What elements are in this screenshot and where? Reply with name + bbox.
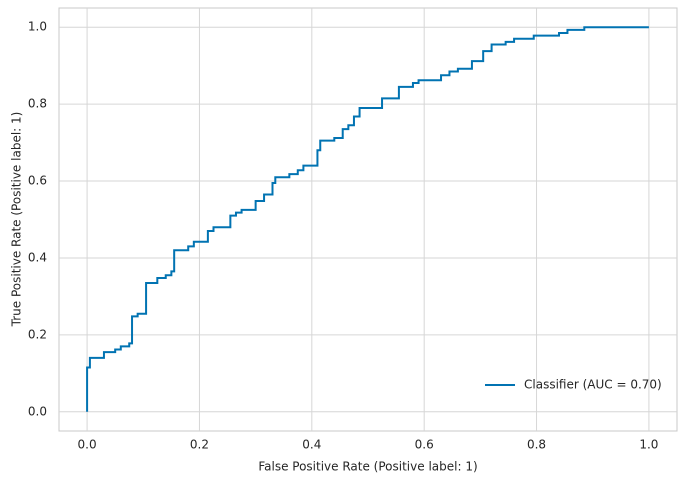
x-tick-label: 1.0 — [639, 438, 658, 452]
y-tick-label: 0.4 — [28, 250, 47, 264]
roc-curve — [86, 26, 649, 412]
y-tick-label: 0.6 — [28, 174, 47, 188]
x-tick-label: 0.8 — [527, 438, 546, 452]
x-tick-label: 0.0 — [78, 438, 97, 452]
y-axis-label: True Positive Rate (Positive label: 1) — [10, 112, 24, 328]
x-tick-label: 0.2 — [190, 438, 209, 452]
x-tick-label: 0.6 — [415, 438, 434, 452]
y-tick-label: 1.0 — [28, 20, 47, 34]
legend-label: Classifier (AUC = 0.70) — [524, 378, 662, 392]
y-tick-label: 0.0 — [28, 404, 47, 418]
x-tick-label: 0.4 — [302, 438, 321, 452]
y-tick-label: 0.2 — [28, 327, 47, 341]
plot-area — [58, 7, 678, 432]
y-tick-label: 0.8 — [28, 97, 47, 111]
x-axis-label: False Positive Rate (Positive label: 1) — [258, 460, 477, 474]
